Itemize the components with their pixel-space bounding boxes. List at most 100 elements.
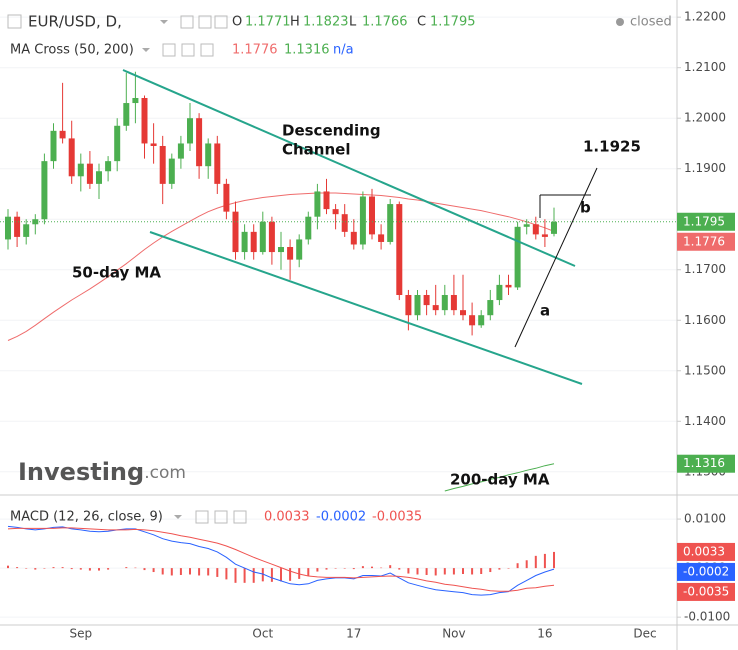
collapse-icon[interactable] — [7, 14, 22, 29]
dropdown[interactable] — [142, 48, 150, 52]
histogram-bar — [170, 568, 173, 576]
x-tick-label: 16 — [537, 627, 552, 641]
x-tick-label: Oct — [252, 627, 273, 641]
price-badge — [677, 212, 735, 231]
close-icon[interactable] — [200, 43, 214, 57]
dropdown[interactable] — [174, 515, 182, 519]
candle-body — [105, 161, 112, 172]
ohlc-label: O — [232, 15, 242, 30]
candle-body — [241, 231, 248, 253]
y-tick-label: 0.0100 — [684, 512, 726, 526]
histogram-bar — [61, 567, 64, 569]
close-icon[interactable] — [214, 15, 228, 29]
candle-body — [496, 284, 503, 301]
candle-body — [159, 145, 166, 184]
eye-icon[interactable] — [180, 15, 194, 29]
histogram-bar — [516, 563, 519, 569]
header: EUR/USD, D, closed MA Cross (50, 200) MA… — [7, 13, 672, 525]
settings-icon[interactable] — [181, 43, 195, 57]
histogram-bar — [7, 565, 9, 569]
y-tick-label: -0.0100 — [684, 610, 730, 624]
ohlc-label: H — [290, 15, 300, 30]
x-tick-label: 17 — [346, 627, 361, 641]
y-tick-label: 1.1700 — [684, 262, 726, 276]
candle-body — [50, 130, 57, 162]
settings-icon[interactable] — [214, 510, 228, 524]
price-badge-label: 1.1316 — [683, 456, 725, 470]
y-tick-label: 1.1600 — [684, 313, 726, 327]
eye-icon[interactable] — [195, 510, 209, 524]
status-dot — [616, 18, 624, 26]
candle-body — [505, 284, 512, 288]
histogram-bar — [70, 568, 73, 570]
histogram-bar — [489, 568, 492, 573]
candle-body — [177, 143, 184, 159]
histogram-bar — [289, 568, 292, 581]
candle-body — [278, 247, 284, 253]
study-value: -0.0035 — [372, 510, 422, 525]
histogram-bar — [225, 568, 228, 580]
candle-body — [23, 224, 30, 237]
study-title: MA Cross (50, 200) — [10, 43, 134, 58]
study-value: -0.0002 — [316, 510, 366, 525]
price-badge — [677, 454, 735, 473]
price-badge-label: 1.1795 — [683, 214, 725, 228]
histogram-bar — [179, 568, 182, 575]
study-value: n/a — [333, 43, 354, 58]
grid — [0, 16, 677, 618]
candle-body — [487, 300, 494, 316]
candle-body — [196, 118, 203, 167]
line-series — [444, 463, 555, 492]
watermark: Investing.com — [18, 458, 186, 486]
histogram-bar — [198, 568, 201, 576]
candle-body — [259, 221, 266, 253]
histogram-bar — [189, 568, 191, 575]
ohlc-value: 1.1795 — [430, 15, 476, 30]
channel — [122, 69, 583, 385]
candle-body — [432, 305, 439, 311]
ohlc-label: C — [417, 15, 426, 30]
candle-body — [341, 214, 348, 232]
candle-body — [378, 234, 385, 242]
histogram-bar — [416, 568, 419, 575]
settings-icon[interactable] — [198, 15, 212, 29]
eye-icon[interactable] — [162, 43, 176, 57]
annotation: 200-day MA — [450, 471, 550, 489]
histogram-bar — [125, 567, 128, 569]
ohlc-value: 1.1823 — [303, 15, 349, 30]
histogram-bar — [16, 567, 19, 569]
study-value: 1.1776 — [232, 43, 278, 58]
candle-body — [77, 163, 84, 177]
histogram-bar — [389, 565, 392, 569]
candle-body — [214, 143, 221, 184]
histogram-bar — [361, 566, 364, 569]
annotation: b — [580, 199, 591, 217]
line-series — [7, 192, 555, 341]
annotation: 1.1925 — [583, 138, 641, 156]
histogram-bar — [52, 567, 55, 569]
ohlc-value: 1.1771 — [245, 15, 291, 30]
channel-lower — [149, 231, 583, 385]
watermark-suffix: .com — [144, 463, 186, 483]
candle-body — [396, 204, 403, 295]
histogram-bar — [316, 568, 319, 572]
x-tick-label: Dec — [633, 627, 656, 641]
candle-body — [168, 158, 175, 184]
x-tick-label: Nov — [442, 627, 465, 641]
candle-body — [305, 216, 312, 240]
histogram-bar — [480, 568, 483, 574]
histogram-bar — [143, 568, 146, 571]
study-value: 1.1316 — [284, 43, 330, 58]
close-icon[interactable] — [233, 510, 247, 524]
histogram-bar — [234, 568, 237, 583]
dropdown[interactable] — [160, 20, 168, 24]
histogram-bar — [79, 568, 82, 570]
candle-body — [268, 221, 275, 253]
line-series — [7, 527, 555, 592]
candle-body — [5, 216, 11, 240]
histogram-bar — [452, 568, 455, 575]
y-tick-label: 1.1500 — [684, 363, 726, 377]
histogram-bar — [152, 568, 155, 573]
